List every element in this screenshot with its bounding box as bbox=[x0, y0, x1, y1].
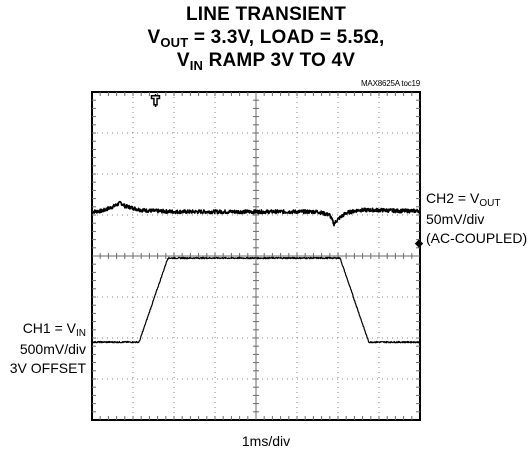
ch1-name-sub: IN bbox=[76, 328, 86, 339]
ch2-label: CH2 = VOUT 50mV/div (AC-COUPLED) bbox=[426, 189, 527, 248]
title-vin-v: V bbox=[176, 50, 190, 71]
ch2-name-sub: OUT bbox=[479, 198, 501, 209]
trigger-marker-icon: T bbox=[152, 95, 159, 107]
title-vin-sub: IN bbox=[189, 58, 204, 73]
chart-title-line2: VOUT = 3.3V, LOAD = 5.5Ω, bbox=[0, 27, 532, 50]
chart-title-line1: LINE TRANSIENT bbox=[185, 4, 347, 25]
ch1-offset-marker-icon: ◆ bbox=[415, 237, 424, 250]
markers: T◆ bbox=[151, 94, 424, 250]
title-vout-sub: OUT bbox=[160, 35, 189, 50]
ch1-name-v: CH1 = V bbox=[22, 320, 76, 336]
ch2-note: (AC-COUPLED) bbox=[426, 230, 528, 246]
ch1-trace bbox=[91, 256, 421, 344]
x-axis-label: 1ms/div bbox=[241, 433, 291, 449]
ch1-note: 3V OFFSET bbox=[9, 360, 86, 376]
grid bbox=[91, 91, 421, 421]
ch2-name: CH2 = VOUT bbox=[426, 189, 527, 210]
chart-title-line3: VIN RAMP 3V TO 4V bbox=[0, 50, 532, 73]
ch2-trace bbox=[91, 200, 421, 227]
ch1-scale: 500mV/div bbox=[19, 341, 86, 357]
ch2-name-v: CH2 = V bbox=[426, 190, 480, 206]
ch1-label: CH1 = VIN 500mV/div 3V OFFSET bbox=[0, 319, 86, 378]
title-line2-rest: = 3.3V, LOAD = 5.5Ω, bbox=[188, 27, 385, 48]
ch1-name: CH1 = VIN bbox=[0, 319, 86, 340]
title-line3-rest: RAMP 3V TO 4V bbox=[203, 50, 356, 71]
traces bbox=[91, 200, 421, 344]
ch2-scale: 50mV/div bbox=[426, 211, 485, 227]
title-vout-v: V bbox=[147, 27, 161, 48]
figure-tag: MAX8625A toc19 bbox=[360, 79, 420, 88]
